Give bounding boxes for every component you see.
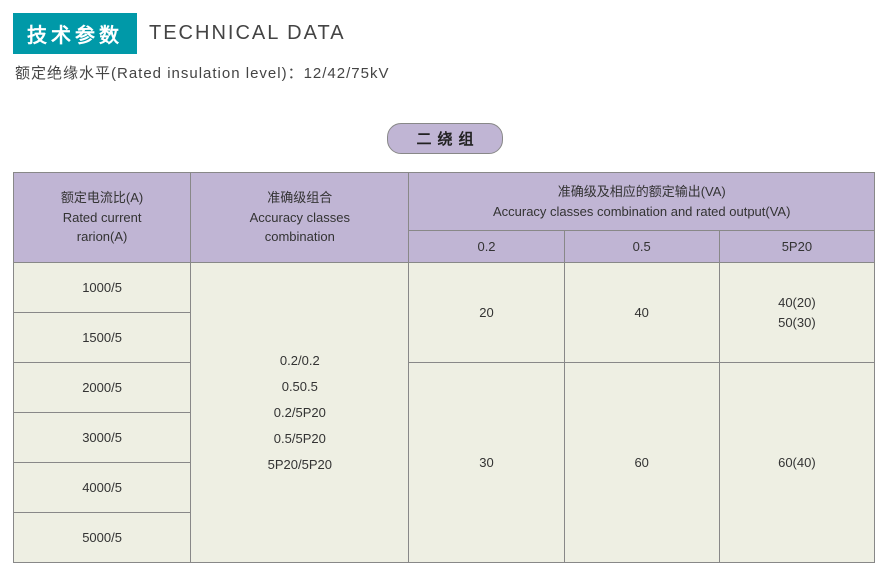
th-output: 准确级及相应的额定输出(VA) Accuracy classes combina… [409, 173, 875, 231]
th-col-0_5: 0.5 [564, 231, 719, 263]
title-en: TECHNICAL DATA [149, 22, 346, 45]
th-ratio-en2: rarion(A) [14, 227, 190, 247]
th-accuracy: 准确级组合 Accuracy classes combination [191, 173, 409, 263]
section-label-wrap: 二绕组 [13, 123, 877, 154]
th-out-cn: 准确级及相应的额定输出(VA) [409, 182, 874, 202]
cell-r1c2: 40 [564, 263, 719, 363]
th-acc-en2: combination [191, 227, 408, 247]
th-ratio-cn: 额定电流比(A) [14, 188, 190, 208]
technical-data-table: 额定电流比(A) Rated current rarion(A) 准确级组合 A… [13, 172, 875, 563]
cell-ratio-0: 1000/5 [14, 263, 191, 313]
th-ratio-en1: Rated current [14, 208, 190, 228]
th-acc-cn: 准确级组合 [191, 188, 408, 208]
cell-ratio-4: 4000/5 [14, 463, 191, 513]
cell-r1c3: 40(20) 50(30) [719, 263, 874, 363]
title-badge-cn: 技术参数 [13, 13, 137, 54]
subtitle: 额定绝缘水平(Rated insulation level)：12/42/75k… [15, 62, 877, 83]
cell-ratio-5: 5000/5 [14, 513, 191, 563]
th-ratio: 额定电流比(A) Rated current rarion(A) [14, 173, 191, 263]
th-acc-en1: Accuracy classes [191, 208, 408, 228]
th-col-0_2: 0.2 [409, 231, 564, 263]
cell-ratio-2: 2000/5 [14, 363, 191, 413]
th-out-en: Accuracy classes combination and rated o… [409, 202, 874, 222]
th-col-5p20: 5P20 [719, 231, 874, 263]
cell-r2c1: 30 [409, 363, 564, 563]
cell-r1c1: 20 [409, 263, 564, 363]
cell-ratio-3: 3000/5 [14, 413, 191, 463]
header-row: 技术参数 TECHNICAL DATA [13, 13, 877, 54]
cell-accuracy-combo: 0.2/0.2 0.50.5 0.2/5P20 0.5/5P20 5P20/5P… [191, 263, 409, 563]
cell-r2c2: 60 [564, 363, 719, 563]
cell-r2c3: 60(40) [719, 363, 874, 563]
section-label: 二绕组 [387, 123, 502, 154]
cell-ratio-1: 1500/5 [14, 313, 191, 363]
